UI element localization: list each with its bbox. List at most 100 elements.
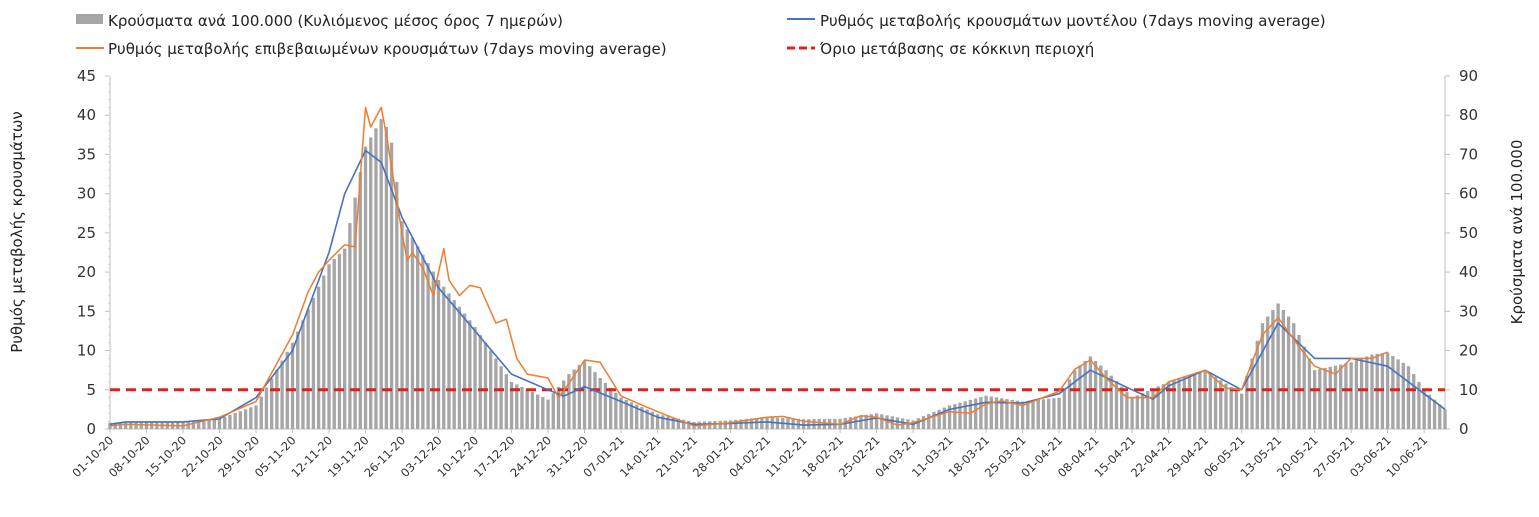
bar	[483, 342, 488, 429]
bar	[515, 384, 519, 429]
bar	[348, 223, 352, 429]
bar	[921, 416, 926, 429]
bar	[442, 286, 446, 429]
bar	[457, 306, 462, 429]
bar	[1370, 354, 1374, 429]
bar	[1302, 346, 1306, 429]
bar	[238, 411, 243, 429]
bar	[958, 402, 962, 429]
bar	[1323, 367, 1327, 429]
bar	[499, 366, 503, 429]
bar	[1224, 383, 1228, 429]
legend-label-confirmed: Ρυθμός μεταβολής επιβεβαιωμένων κρουσμάτ…	[108, 40, 667, 58]
bar	[1088, 356, 1093, 429]
bar	[296, 331, 300, 429]
bar	[509, 381, 514, 429]
bar	[217, 418, 222, 429]
bar	[629, 402, 634, 429]
bar	[1078, 365, 1082, 429]
bar	[1067, 379, 1072, 429]
bar	[1156, 386, 1160, 429]
bar	[1177, 378, 1181, 429]
bar	[687, 420, 691, 429]
bar	[1438, 404, 1442, 429]
bar	[1213, 376, 1218, 429]
bar	[916, 418, 920, 429]
bar	[854, 416, 858, 429]
bar	[332, 259, 336, 429]
bar	[389, 142, 394, 429]
y-right-tick-label: 80	[1459, 106, 1478, 124]
y-right-tick-label: 20	[1459, 342, 1478, 360]
bar	[1198, 371, 1202, 429]
bar	[567, 374, 571, 429]
bar	[989, 396, 993, 429]
bar	[322, 275, 326, 429]
model-line	[109, 149, 1446, 426]
bar	[1245, 376, 1249, 429]
bar	[984, 395, 988, 429]
bar	[384, 126, 389, 430]
y-right-axis-title: Κρούσματα ανά 100.000	[1508, 140, 1526, 325]
bar	[885, 415, 889, 429]
bar	[723, 420, 728, 429]
bar	[1375, 353, 1379, 429]
bar	[1229, 386, 1233, 429]
bar	[1208, 373, 1212, 429]
bar	[953, 404, 957, 429]
bar	[1193, 373, 1197, 429]
bar	[603, 382, 608, 429]
bar	[473, 327, 477, 429]
bar	[671, 417, 675, 429]
bar	[681, 419, 686, 429]
bar	[1130, 397, 1134, 429]
bar	[243, 409, 248, 429]
bar	[468, 320, 472, 429]
bar	[1318, 369, 1322, 429]
bar	[280, 360, 284, 429]
bar	[118, 422, 123, 429]
bar	[744, 419, 748, 429]
bar	[1406, 366, 1411, 429]
bar	[1099, 365, 1103, 429]
bar	[129, 422, 133, 429]
bar	[379, 119, 383, 429]
bar	[676, 418, 681, 429]
bar	[994, 397, 999, 429]
bar	[1365, 356, 1369, 429]
y-left-tick-label: 10	[77, 342, 96, 360]
bar	[1041, 399, 1046, 429]
bar	[1146, 390, 1150, 429]
bar	[598, 378, 602, 429]
bar	[196, 420, 201, 429]
y-left-tick-label: 0	[86, 420, 96, 438]
bar	[520, 386, 524, 429]
bar	[859, 415, 863, 429]
bar	[405, 229, 409, 429]
bar	[374, 128, 378, 430]
legend-swatch-bars	[76, 14, 103, 24]
bar	[895, 417, 900, 429]
bar	[541, 397, 545, 429]
bar	[765, 417, 769, 429]
bar	[1412, 374, 1416, 429]
bar	[869, 414, 874, 429]
y-left-tick-label: 40	[77, 106, 96, 124]
legend-item-confirmed: Ρυθμός μεταβολής επιβεβαιωμένων κρουσμάτ…	[76, 40, 667, 58]
bar	[1354, 360, 1359, 429]
legend-label-bars: Κρούσματα ανά 100.000 (Κυλιόμενος μέσος …	[108, 12, 563, 30]
bar	[306, 309, 310, 429]
line-series	[109, 106, 1446, 427]
bar	[202, 420, 206, 429]
bar	[353, 197, 357, 429]
bar	[504, 374, 508, 429]
bar	[1417, 381, 1421, 429]
bar	[1281, 310, 1286, 429]
bar	[275, 369, 279, 429]
bar	[1385, 352, 1390, 429]
bar	[562, 380, 566, 429]
bar	[880, 414, 884, 429]
y-right-tick-label: 0	[1459, 420, 1469, 438]
